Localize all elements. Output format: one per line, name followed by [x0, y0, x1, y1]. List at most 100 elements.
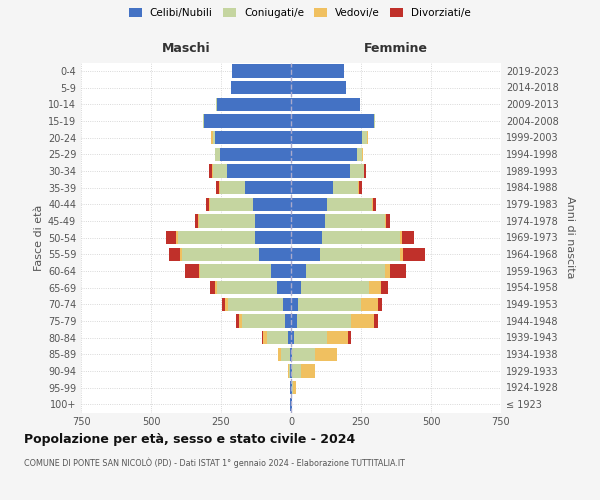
- Bar: [290, 348, 291, 361]
- Bar: [291, 214, 386, 228]
- Bar: [291, 281, 380, 294]
- Bar: [291, 398, 292, 411]
- Bar: [291, 64, 344, 78]
- Bar: [291, 231, 414, 244]
- Bar: [291, 298, 382, 311]
- Bar: [291, 81, 346, 94]
- Bar: [220, 181, 291, 194]
- Bar: [291, 214, 385, 228]
- Bar: [198, 214, 291, 228]
- Bar: [291, 248, 425, 261]
- Bar: [291, 348, 337, 361]
- Bar: [291, 231, 400, 244]
- Bar: [245, 181, 291, 194]
- Bar: [291, 114, 375, 128]
- Bar: [291, 364, 301, 378]
- Bar: [216, 181, 291, 194]
- Bar: [263, 331, 291, 344]
- Bar: [291, 198, 328, 211]
- Bar: [217, 281, 291, 294]
- Y-axis label: Fasce di età: Fasce di età: [34, 204, 44, 270]
- Bar: [219, 181, 291, 194]
- Bar: [291, 364, 315, 378]
- Bar: [291, 348, 337, 361]
- Bar: [291, 331, 351, 344]
- Bar: [212, 164, 291, 177]
- Bar: [291, 248, 403, 261]
- Bar: [262, 331, 291, 344]
- Bar: [287, 364, 291, 378]
- Bar: [291, 264, 307, 278]
- Bar: [291, 298, 378, 311]
- Bar: [169, 248, 291, 261]
- Bar: [291, 198, 373, 211]
- Bar: [291, 281, 301, 294]
- Bar: [212, 131, 291, 144]
- Bar: [291, 64, 344, 78]
- Bar: [227, 164, 291, 177]
- Bar: [223, 298, 291, 311]
- Text: Popolazione per età, sesso e stato civile - 2024: Popolazione per età, sesso e stato civil…: [24, 432, 355, 446]
- Bar: [232, 64, 291, 78]
- Bar: [289, 364, 291, 378]
- Bar: [291, 231, 322, 244]
- Bar: [291, 298, 361, 311]
- Bar: [232, 64, 291, 78]
- Bar: [291, 331, 328, 344]
- Bar: [291, 114, 375, 128]
- Bar: [228, 298, 291, 311]
- Bar: [291, 131, 367, 144]
- Bar: [216, 98, 291, 111]
- Bar: [291, 214, 391, 228]
- Bar: [291, 98, 360, 111]
- Bar: [203, 114, 291, 128]
- Bar: [178, 231, 291, 244]
- Bar: [211, 131, 291, 144]
- Bar: [209, 198, 291, 211]
- Bar: [203, 114, 291, 128]
- Bar: [288, 331, 291, 344]
- Text: Femmine: Femmine: [364, 42, 428, 56]
- Bar: [291, 281, 370, 294]
- Bar: [291, 381, 293, 394]
- Bar: [215, 148, 291, 161]
- Bar: [259, 248, 291, 261]
- Bar: [291, 131, 362, 144]
- Bar: [291, 181, 359, 194]
- Bar: [291, 398, 292, 411]
- Bar: [210, 281, 291, 294]
- Bar: [211, 131, 291, 144]
- Bar: [277, 281, 291, 294]
- Bar: [216, 98, 291, 111]
- Bar: [209, 164, 291, 177]
- Bar: [291, 214, 325, 228]
- Bar: [242, 314, 291, 328]
- Bar: [181, 248, 291, 261]
- Bar: [278, 348, 291, 361]
- Bar: [254, 214, 291, 228]
- Bar: [291, 181, 358, 194]
- Bar: [220, 148, 291, 161]
- Bar: [267, 331, 291, 344]
- Bar: [215, 148, 291, 161]
- Bar: [185, 264, 291, 278]
- Bar: [291, 364, 292, 378]
- Bar: [291, 98, 359, 111]
- Bar: [215, 131, 291, 144]
- Bar: [225, 298, 291, 311]
- Bar: [278, 348, 291, 361]
- Bar: [291, 164, 364, 177]
- Bar: [199, 264, 291, 278]
- Bar: [232, 64, 291, 78]
- Bar: [236, 314, 291, 328]
- Bar: [204, 114, 291, 128]
- Bar: [291, 131, 368, 144]
- Bar: [291, 348, 315, 361]
- Bar: [291, 164, 350, 177]
- Bar: [200, 264, 291, 278]
- Bar: [291, 264, 385, 278]
- Bar: [291, 181, 362, 194]
- Bar: [176, 231, 291, 244]
- Bar: [291, 164, 364, 177]
- Bar: [291, 298, 298, 311]
